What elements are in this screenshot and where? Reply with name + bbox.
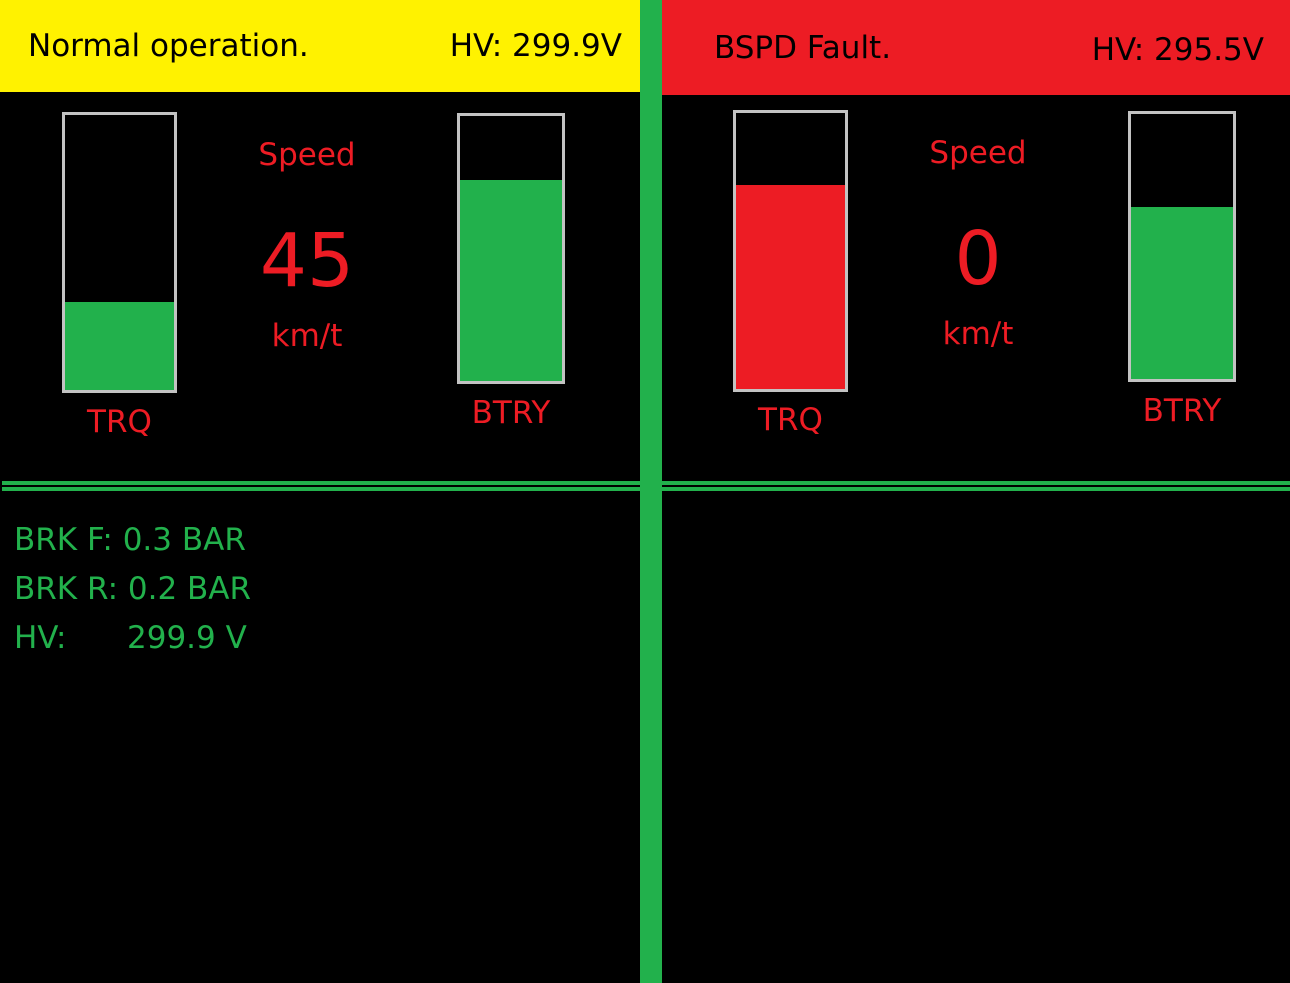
hv-readout-label: HV: (14, 620, 67, 656)
dashboard-panel-fault: BSPD Fault. HV: 295.5V TRQ Speed 0 km/t … (662, 0, 1290, 983)
brake-front-readout: BRK F: 0.3 BAR (14, 522, 246, 558)
speed-label: Speed (929, 135, 1027, 171)
speed-unit: km/t (942, 316, 1014, 352)
battery-gauge-fill (1131, 206, 1233, 379)
battery-gauge (1128, 111, 1236, 382)
battery-gauge (457, 113, 565, 384)
status-header: BSPD Fault. HV: 295.5V (662, 0, 1290, 95)
torque-gauge (733, 110, 848, 392)
torque-gauge (62, 112, 177, 393)
dashboard-panel-normal: Normal operation. HV: 299.9V TRQ Speed 4… (0, 0, 640, 983)
speed-unit: km/t (271, 318, 343, 354)
battery-gauge-fill (460, 179, 562, 381)
speed-value: 0 (954, 216, 1002, 302)
hv-header-value: HV: 295.5V (1091, 32, 1264, 68)
section-divider (662, 481, 1290, 491)
panel-divider (640, 0, 662, 983)
status-text: Normal operation. (28, 28, 309, 64)
section-divider (2, 481, 640, 491)
hv-readout-value: 299.9 V (127, 620, 247, 656)
battery-label: BTRY (471, 395, 551, 431)
speed-label: Speed (258, 137, 356, 173)
hv-header-value: HV: 299.9V (449, 28, 622, 64)
status-text: BSPD Fault. (714, 30, 892, 66)
torque-gauge-fill (736, 184, 845, 389)
status-header: Normal operation. HV: 299.9V (0, 0, 640, 92)
torque-label: TRQ (758, 402, 823, 438)
hv-readout: HV: 299.9 V (14, 620, 247, 656)
battery-label: BTRY (1142, 393, 1222, 429)
brake-rear-readout: BRK R: 0.2 BAR (14, 571, 252, 607)
torque-label: TRQ (87, 404, 152, 440)
torque-gauge-fill (65, 302, 174, 390)
speed-value: 45 (259, 218, 355, 304)
